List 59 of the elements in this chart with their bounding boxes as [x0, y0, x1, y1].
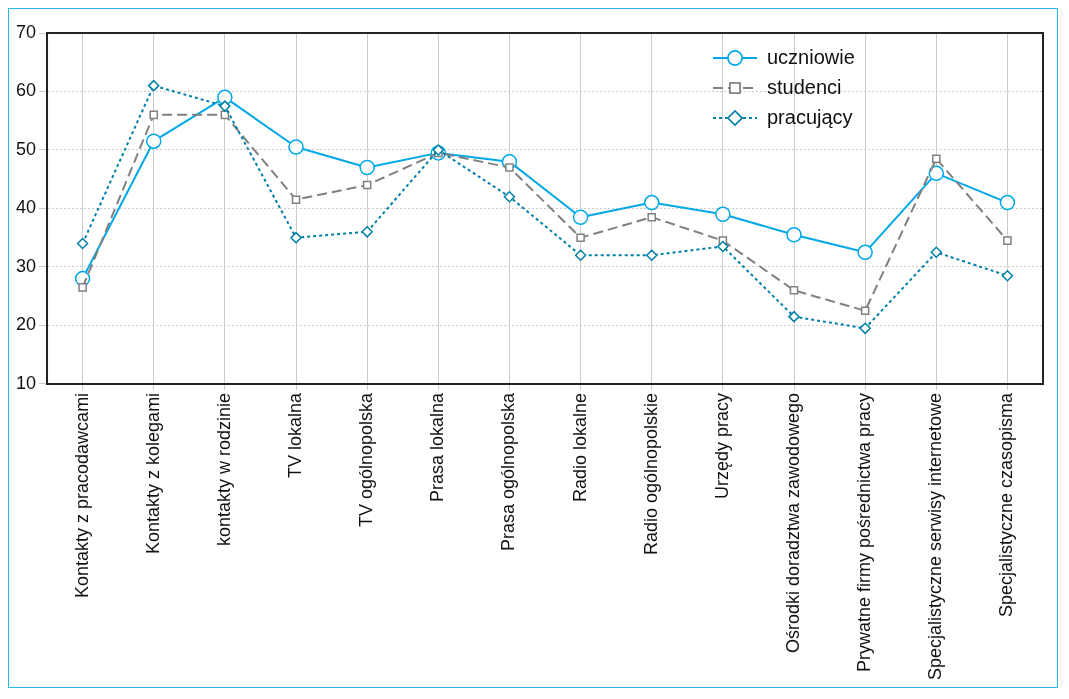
- x-tick-label: Prywatne firmy pośrednictwa pracy: [854, 392, 875, 672]
- point: [999, 194, 1016, 211]
- x-tick-label: kontakty w rodzinie: [213, 392, 234, 546]
- y-tick-label: 30: [15, 255, 37, 276]
- x-tick-label: Prasa lokalna: [427, 391, 448, 502]
- x-tick-label: Kontakty z pracodawcami: [71, 392, 92, 598]
- point: [1003, 236, 1012, 245]
- point: [574, 249, 587, 261]
- x-tick-label: Urzędy pracy: [711, 392, 732, 499]
- x-tick-label: Kontakty z kolegami: [142, 392, 163, 554]
- y-tick-label: 10: [15, 372, 37, 393]
- x-tick-label: Radio ogólnopolskie: [640, 392, 661, 555]
- point: [149, 110, 159, 120]
- y-tick-label: 40: [15, 197, 37, 218]
- y-tick-label: 60: [15, 80, 37, 101]
- point: [786, 227, 802, 243]
- point: [788, 310, 800, 323]
- point: [359, 159, 375, 176]
- point: [219, 100, 231, 112]
- point: [291, 195, 301, 204]
- point: [857, 244, 873, 261]
- point: [290, 231, 302, 244]
- x-tick-label: Prasa ogólnopolska: [498, 391, 519, 551]
- point: [576, 233, 585, 242]
- point: [643, 194, 660, 211]
- x-tick-label: Specjalistyczne czasopisma: [996, 391, 1017, 617]
- point: [789, 286, 799, 295]
- point: [362, 180, 372, 190]
- point: [147, 79, 160, 92]
- point: [432, 144, 445, 156]
- point: [860, 306, 870, 316]
- x-tick-label: TV ogólnopolska: [356, 391, 377, 527]
- y-tick-label: 20: [15, 314, 37, 335]
- point: [145, 133, 162, 149]
- y-tick-label: 70: [15, 21, 37, 42]
- point: [288, 139, 304, 155]
- legend-label: studenci: [767, 75, 842, 98]
- y-tick-label: 50: [15, 138, 37, 159]
- point: [503, 190, 516, 203]
- point: [78, 283, 87, 292]
- point: [930, 246, 943, 259]
- x-tick-label: Ośrodki doradztwa zawodowego: [782, 392, 803, 654]
- x-tick-label: TV lokalna: [284, 391, 305, 478]
- point: [505, 163, 514, 172]
- point: [932, 154, 941, 164]
- point: [361, 226, 373, 238]
- point: [76, 237, 89, 250]
- point: [645, 249, 658, 261]
- point: [572, 209, 589, 225]
- legend-label: pracujący: [767, 105, 853, 128]
- point: [647, 212, 657, 222]
- point: [859, 322, 871, 335]
- point: [717, 240, 729, 253]
- point: [715, 206, 731, 223]
- x-tick-label: Radio lokalne: [569, 392, 590, 502]
- x-tick-label: Specjalistyczne serwisy internetowe: [925, 392, 946, 680]
- point: [1001, 269, 1014, 282]
- legend-label: uczniowie: [767, 45, 855, 68]
- point: [928, 165, 945, 182]
